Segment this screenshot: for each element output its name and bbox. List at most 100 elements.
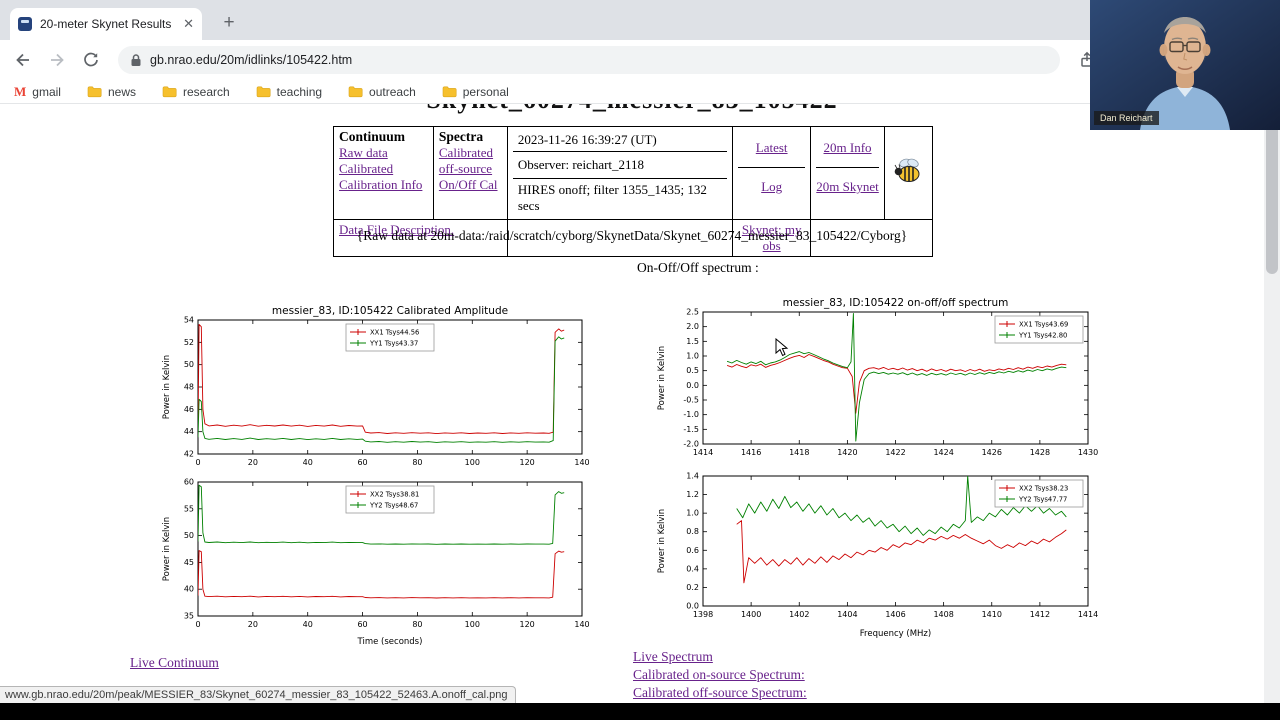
scrollbar-track (1264, 104, 1280, 703)
svg-text:0.8: 0.8 (686, 527, 699, 536)
back-arrow-icon (16, 53, 29, 67)
bookmark-folder-outreach[interactable]: outreach (348, 85, 416, 99)
forward-arrow-icon (51, 53, 64, 67)
latest-log-cell: Latest Log (732, 126, 812, 220)
link-live-continuum[interactable]: Live Continuum (130, 655, 219, 670)
link-live-spectrum[interactable]: Live Spectrum (633, 649, 713, 664)
20m-links-cell: 20m Info 20m Skynet (810, 126, 885, 220)
skynet-my-obs-cell: Skynet: my obs (732, 219, 812, 257)
svg-text:50: 50 (184, 531, 194, 540)
letterbox-bar (0, 703, 1280, 720)
svg-text:YY2 Tsys47.77: YY2 Tsys47.77 (1018, 496, 1067, 504)
link-raw-data[interactable]: Raw data (339, 145, 388, 160)
obs-info-cell: 2023-11-26 16:39:27 (UT) Observer: reich… (506, 126, 734, 220)
svg-text:1430: 1430 (1078, 448, 1098, 457)
svg-text:0: 0 (195, 458, 200, 467)
plot-onoff-spectrum-band2[interactable]: 1398 1400 1402 1404 1406 1408 1410 1412 1414 0.0 0… (655, 466, 1100, 640)
svg-text:60: 60 (357, 458, 367, 467)
bookmark-folder-research[interactable]: research (162, 85, 230, 99)
plot-onoff-spectrum-band1[interactable]: 1414 1416 1418 1420 1422 1424 1426 1428 1430 -2.0… (655, 294, 1100, 464)
bookmark-label: gmail (32, 84, 61, 99)
bookmark-label: research (182, 84, 230, 99)
svg-text:1.4: 1.4 (686, 472, 699, 481)
continuum-cell: Continuum Raw data Calibrated Calibratio… (333, 126, 434, 220)
bookmark-folder-news[interactable]: news (87, 85, 136, 99)
svg-text:Frequency (MHz): Frequency (MHz) (860, 629, 931, 639)
svg-text:100: 100 (465, 458, 480, 467)
scrollbar-thumb[interactable] (1266, 106, 1278, 274)
svg-text:0.2: 0.2 (686, 583, 699, 592)
reload-button[interactable] (78, 47, 104, 73)
svg-text:2.5: 2.5 (686, 308, 699, 317)
bookmark-label: news (107, 84, 136, 99)
svg-text:55: 55 (184, 504, 194, 513)
svg-text:-1.5: -1.5 (683, 425, 699, 434)
svg-text:Power in Kelvin: Power in Kelvin (162, 517, 172, 581)
folder-icon (87, 86, 102, 98)
svg-text:1418: 1418 (789, 448, 809, 457)
svg-text:60: 60 (357, 620, 367, 629)
svg-text:40: 40 (303, 620, 313, 629)
svg-text:120: 120 (520, 620, 535, 629)
bee-icon (895, 158, 920, 182)
svg-text:YY2 Tsys48.67: YY2 Tsys48.67 (369, 502, 418, 510)
svg-text:1428: 1428 (1030, 448, 1050, 457)
spectra-header: Spectra (438, 129, 484, 144)
link-on-off-cal[interactable]: On/Off Cal (438, 177, 498, 192)
svg-text:45: 45 (184, 558, 194, 567)
plot-calibrated-amplitude-band1[interactable]: 0 20 40 60 80 100 120 140 42 44 46 48 50 52 54 messier_… (160, 300, 590, 470)
tab-close-icon[interactable]: ✕ (183, 16, 194, 31)
bookmark-folder-personal[interactable]: personal (442, 85, 509, 99)
svg-text:48: 48 (184, 383, 194, 392)
back-button[interactable] (10, 47, 36, 73)
browser-tab[interactable]: 20-meter Skynet Results ✕ (10, 8, 202, 40)
bee-cell (883, 126, 934, 220)
plot-calibrated-amplitude-band2[interactable]: 0 20 40 60 80 100 120 140 35 40 45 50 55 60 Power in K… (160, 472, 590, 648)
link-calibration-info[interactable]: Calibration Info (339, 177, 423, 192)
link-spectra-calibrated[interactable]: Calibrated (438, 145, 494, 160)
link-skynet-my-obs[interactable]: Skynet: my obs (741, 222, 802, 253)
empty-cell (506, 219, 734, 257)
new-tab-button[interactable]: + (223, 12, 235, 33)
folder-icon (442, 86, 457, 98)
svg-text:1414: 1414 (1078, 610, 1098, 619)
link-20m-info[interactable]: 20m Info (823, 140, 872, 155)
obs-observer: Observer: reichart_2118 (512, 152, 728, 179)
link-calibrated-on-source[interactable]: Calibrated on-source Spectrum: (633, 667, 805, 682)
svg-text:1408: 1408 (933, 610, 953, 619)
obs-timestamp: 2023-11-26 16:39:27 (UT) (512, 129, 728, 152)
link-calibrated-off-source[interactable]: Calibrated off-source Spectrum: (633, 685, 807, 700)
svg-text:XX2 Tsys38.81: XX2 Tsys38.81 (370, 491, 419, 499)
svg-text:1426: 1426 (982, 448, 1002, 457)
svg-text:2.0: 2.0 (686, 322, 699, 331)
bookmark-label: outreach (369, 84, 416, 99)
address-bar[interactable]: gb.nrao.edu/20m/idlinks/105422.htm (118, 46, 1060, 74)
svg-text:0.6: 0.6 (686, 546, 699, 555)
tab-strip: 20-meter Skynet Results ✕ + (0, 0, 1280, 40)
link-data-file-description[interactable]: Data File Description. (339, 222, 455, 237)
reload-icon (84, 52, 98, 67)
svg-text:1402: 1402 (789, 610, 809, 619)
svg-text:80: 80 (412, 620, 422, 629)
spectrum-links: Live Spectrum Calibrated on-source Spect… (633, 649, 807, 703)
link-log[interactable]: Log (761, 179, 783, 194)
svg-text:44: 44 (184, 427, 194, 436)
spectra-cell: Spectra Calibrated off-source On/Off Cal (432, 126, 508, 220)
link-20m-skynet[interactable]: 20m Skynet (816, 179, 879, 194)
link-latest[interactable]: Latest (755, 140, 788, 155)
svg-text:-2.0: -2.0 (683, 440, 699, 449)
empty-cell (810, 219, 933, 257)
bookmark-label: teaching (276, 84, 323, 99)
section-label: On-Off/Off spectrum : (637, 260, 759, 275)
svg-text:Time (seconds): Time (seconds) (357, 637, 423, 647)
bookmark-label: personal (462, 84, 509, 99)
svg-text:20: 20 (248, 620, 258, 629)
forward-button[interactable] (44, 47, 70, 73)
link-continuum-calibrated[interactable]: Calibrated (339, 161, 394, 176)
data-file-description-cell: Data File Description. (333, 219, 508, 257)
bookmark-folder-teaching[interactable]: teaching (256, 85, 322, 99)
results-table: Continuum Raw data Calibrated Calibratio… (333, 126, 934, 257)
link-spectra-off-source[interactable]: off-source (438, 161, 493, 176)
